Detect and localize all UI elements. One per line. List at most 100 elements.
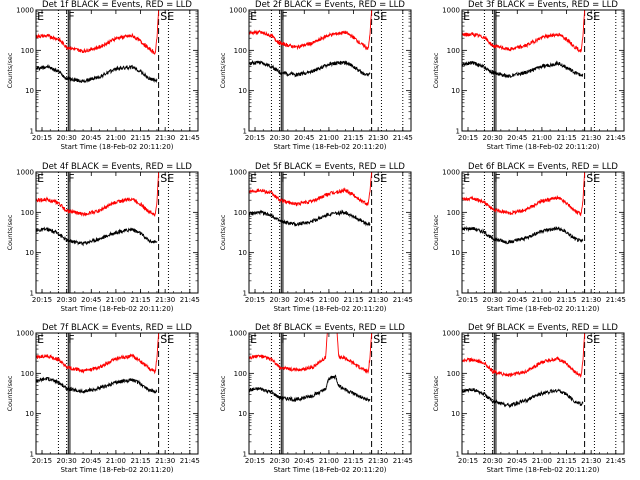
y-tick-label: 1000 [229,7,247,15]
x-axis-label: Start Time (18-Feb-02 20:11:20) [273,305,386,313]
x-tick-label: 20:45 [81,457,101,465]
events-series-line [462,60,584,79]
event-marker-e: E [463,10,470,23]
x-tick-label: 21:15 [556,457,576,465]
y-tick-label: 1 [243,290,247,298]
x-tick-label: 20:15 [32,134,52,142]
x-axis-label: Start Time (18-Feb-02 20:11:20) [273,466,386,474]
event-marker-f: F [68,172,74,185]
event-marker-se: SE [586,10,600,23]
events-series-line [462,225,584,245]
event-marker-e: E [250,172,257,185]
y-tick-label: 10 [238,87,247,95]
x-tick-label: 21:45 [393,134,413,142]
panel-title: Det 4f BLACK = Events, RED = LLD [42,162,192,172]
plot-frame [461,332,625,455]
panel-title: Det 8f BLACK = Events, RED = LLD [255,323,405,333]
event-marker-e: E [37,333,44,346]
x-tick-label: 21:15 [130,296,150,304]
x-tick-label: 21:00 [106,457,126,465]
y-tick-label: 1 [456,128,460,136]
x-tick-label: 21:30 [155,134,175,142]
panel-det-6: Det 6f BLACK = Events, RED = LLD Counts/s… [432,162,626,313]
event-marker-se: SE [160,10,174,23]
x-tick-label: 20:30 [57,134,77,142]
x-tick-label: 20:45 [294,457,314,465]
x-tick-label: 20:15 [458,457,478,465]
x-tick-label: 21:30 [368,457,388,465]
y-tick-label: 1 [456,290,460,298]
plot-frame [248,9,412,132]
lld-series-line [249,333,373,374]
x-tick-label: 20:45 [507,296,527,304]
x-tick-label: 20:45 [507,134,527,142]
events-series-line [249,374,371,403]
y-tick-label: 10 [238,249,247,257]
x-tick-label: 21:30 [581,134,601,142]
event-marker-f: F [281,333,287,346]
x-tick-label: 20:45 [294,134,314,142]
plot-frame [35,332,199,455]
y-tick-label: 100 [234,370,247,378]
y-tick-label: 1 [456,451,460,459]
plot-frame [461,171,625,294]
x-tick-label: 21:45 [393,296,413,304]
y-axis-label: Counts/sec [219,52,227,88]
x-tick-label: 21:30 [581,457,601,465]
y-axis-label: Counts/sec [6,52,14,88]
x-tick-label: 21:00 [319,457,339,465]
x-tick-label: 21:30 [368,134,388,142]
x-tick-label: 20:15 [245,134,265,142]
plot-frame [248,171,412,294]
x-tick-label: 20:15 [245,296,265,304]
event-marker-f: F [68,333,74,346]
event-marker-se: SE [160,333,174,346]
x-axis-label: Start Time (18-Feb-02 20:11:20) [273,143,386,151]
lld-series-line [36,333,160,375]
x-tick-label: 20:30 [270,296,290,304]
y-tick-label: 100 [21,47,34,55]
event-marker-se: SE [373,10,387,23]
panel-title: Det 3f BLACK = Events, RED = LLD [468,0,618,10]
y-tick-label: 1000 [442,169,460,177]
x-tick-label: 20:15 [458,296,478,304]
x-tick-label: 21:00 [532,296,552,304]
event-marker-se: SE [586,172,600,185]
x-axis-label: Start Time (18-Feb-02 20:11:20) [60,305,173,313]
y-tick-label: 1000 [16,169,34,177]
x-tick-label: 20:30 [483,134,503,142]
y-tick-label: 100 [447,370,460,378]
panel-det-8: Det 8f BLACK = Events, RED = LLD Counts/s… [219,323,413,474]
event-marker-f: F [494,172,500,185]
y-tick-label: 1000 [16,330,34,338]
y-tick-label: 10 [451,410,460,418]
y-tick-label: 1 [30,128,34,136]
panel-det-2: Det 2f BLACK = Events, RED = LLD Counts/s… [219,0,413,151]
x-tick-label: 20:15 [32,457,52,465]
x-tick-label: 21:15 [343,134,363,142]
event-marker-se: SE [373,333,387,346]
y-tick-label: 100 [234,47,247,55]
event-marker-e: E [463,333,470,346]
x-tick-label: 20:30 [270,457,290,465]
event-marker-e: E [250,333,257,346]
x-tick-label: 21:00 [319,296,339,304]
lld-series-line [462,10,586,53]
y-axis-label: Counts/sec [432,52,440,88]
x-tick-label: 20:15 [245,457,265,465]
event-marker-f: F [281,10,287,23]
x-tick-label: 20:30 [483,457,503,465]
x-tick-label: 21:30 [581,296,601,304]
x-axis-label: Start Time (18-Feb-02 20:11:20) [60,143,173,151]
x-tick-label: 21:00 [106,296,126,304]
events-series-line [36,376,158,394]
y-tick-label: 1000 [229,169,247,177]
y-tick-label: 10 [25,410,34,418]
x-tick-label: 21:45 [180,134,200,142]
event-marker-e: E [463,172,470,185]
panel-det-9: Det 9f BLACK = Events, RED = LLD Counts/s… [432,323,626,474]
lld-series-line [36,10,160,55]
event-marker-se: SE [160,172,174,185]
y-tick-label: 1000 [442,330,460,338]
x-tick-label: 21:45 [180,296,200,304]
